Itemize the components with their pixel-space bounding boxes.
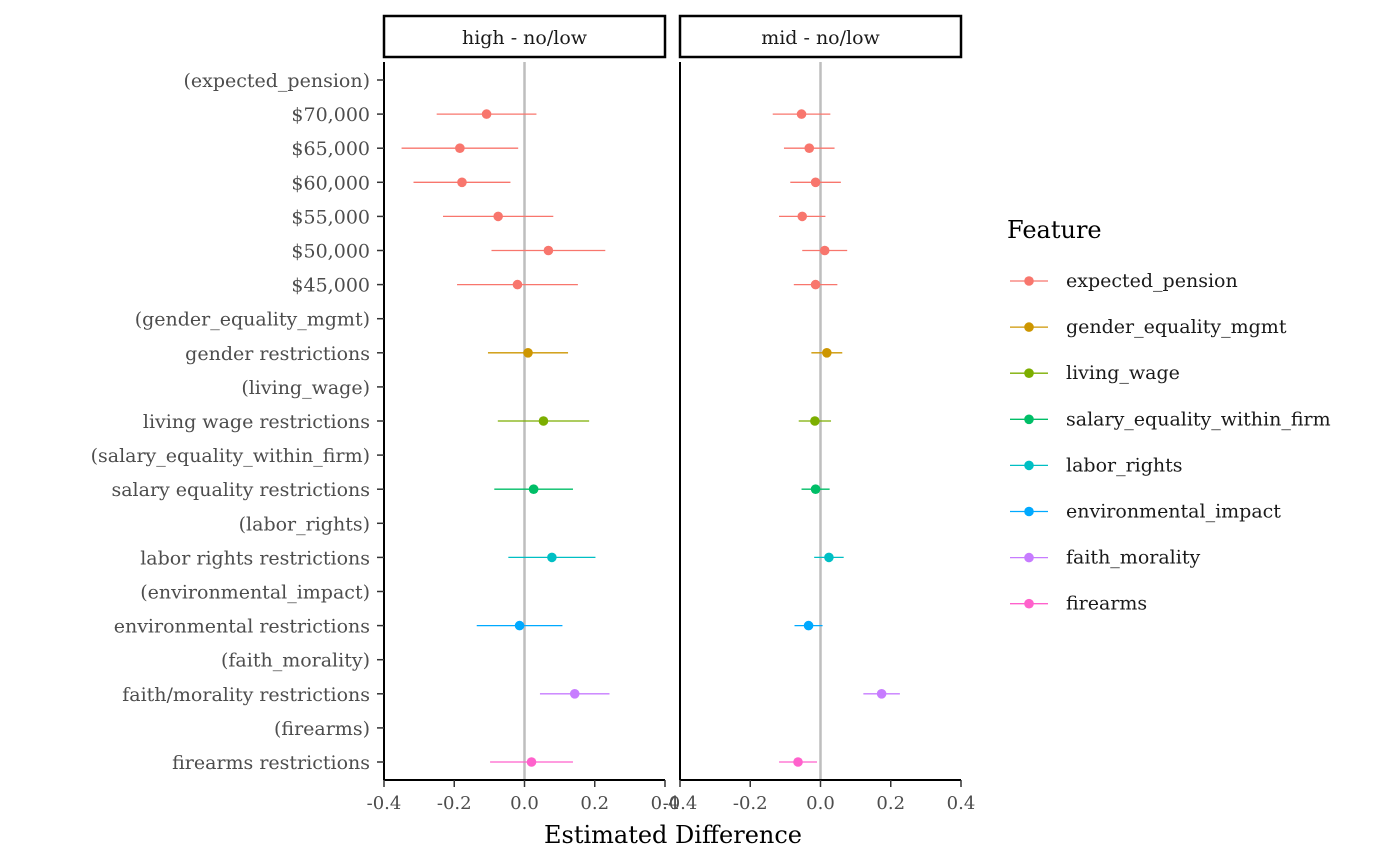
estimate-point [523, 348, 533, 358]
estimate-point [824, 552, 834, 563]
y-tick-label: environmental restrictions [114, 616, 370, 638]
x-tick-label: 0.2 [580, 793, 609, 814]
x-tick-label: 0.4 [947, 793, 976, 814]
estimate-point [493, 211, 503, 222]
estimate-point [547, 552, 557, 563]
panel-1: high - no/low -0.4 -0.2 0.0 0.2 0.4 [367, 14, 680, 814]
estimate-point [569, 689, 580, 699]
estimate-point [528, 484, 539, 495]
estimate-point [526, 757, 537, 767]
x-tick-label: 0.2 [876, 793, 905, 814]
estimate-point [876, 689, 887, 699]
estimate-point [543, 245, 554, 256]
legend-label: expected_pension [1066, 270, 1238, 292]
facet-strip [382, 14, 667, 59]
y-tick-label: $50,000 [291, 241, 370, 263]
y-tick-label: salary equality restrictions [111, 479, 370, 501]
estimate-point [481, 109, 492, 119]
y-tick-label: (expected_pension) [183, 70, 370, 92]
y-tick-label: (firearms) [274, 718, 370, 740]
legend-key-point [1024, 598, 1034, 609]
x-axis-title: Estimated Difference [544, 821, 802, 849]
estimate-point [810, 279, 821, 290]
estimate-point [810, 484, 821, 495]
legend: Feature expected_pension gender_equality_… [1007, 216, 1331, 615]
y-tick-label: (environmental_impact) [140, 582, 370, 604]
facet-strip-label: mid - no/low [761, 27, 880, 49]
y-tick-label: gender restrictions [185, 343, 370, 365]
y-tick-label: (faith_morality) [221, 650, 370, 672]
y-tick-label: (labor_rights) [239, 513, 370, 535]
estimate-point [822, 348, 832, 358]
y-tick-label: (living_wage) [241, 377, 370, 399]
y-tick-label: $45,000 [291, 275, 370, 297]
estimate-point [514, 620, 525, 631]
legend-title: Feature [1007, 216, 1102, 244]
estimate-point [819, 245, 830, 256]
legend-label: firearms [1066, 593, 1147, 615]
x-tick-label: 0.0 [510, 793, 539, 814]
y-tick-label: faith/morality restrictions [122, 684, 370, 706]
legend-key-point [1024, 368, 1034, 379]
x-tick-label: -0.4 [663, 793, 698, 814]
estimate-point [538, 416, 549, 426]
y-tick-label: $60,000 [291, 172, 370, 194]
estimate-point [793, 757, 803, 767]
legend-key-point [1024, 460, 1034, 471]
estimate-point [512, 279, 523, 290]
legend-label: salary_equality_within_firm [1066, 408, 1331, 430]
y-tick-label: $55,000 [291, 206, 370, 228]
facet-strip [678, 14, 963, 59]
legend-label: labor_rights [1066, 454, 1183, 476]
y-tick-label: $65,000 [291, 138, 370, 160]
legend-key-point [1024, 322, 1034, 332]
legend-label: living_wage [1066, 362, 1180, 384]
estimate-point [804, 143, 815, 153]
legend-key-point [1024, 276, 1034, 286]
legend-key-point [1024, 414, 1034, 425]
x-tick-label: -0.2 [733, 793, 768, 814]
legend-label: gender_equality_mgmt [1066, 316, 1287, 338]
estimate-point [803, 620, 814, 631]
x-tick-label: 0.0 [806, 793, 835, 814]
y-tick-label: $70,000 [291, 104, 370, 126]
legend-label: faith_morality [1066, 547, 1200, 569]
y-axis: (expected_pension) $70,000 $65,000 $60,000 $… [91, 70, 384, 774]
legend-key-point [1024, 552, 1034, 563]
y-tick-label: firearms restrictions [172, 752, 370, 774]
estimate-point [457, 177, 467, 188]
estimate-point [455, 143, 465, 153]
estimate-point [796, 109, 807, 119]
legend-label: environmental_impact [1066, 501, 1281, 523]
legend-key-point [1024, 506, 1034, 517]
y-tick-label: (salary_equality_within_firm) [91, 445, 370, 467]
estimate-point [797, 211, 808, 222]
facet-strip-label: high - no/low [462, 27, 588, 49]
y-tick-label: living wage restrictions [143, 411, 370, 433]
y-tick-label: labor rights restrictions [140, 547, 370, 569]
estimate-point [810, 177, 821, 188]
x-tick-label: 0.4 [651, 793, 680, 814]
y-tick-label: (gender_equality_mgmt) [135, 309, 370, 331]
estimate-point [810, 416, 820, 426]
x-tick-label: -0.2 [437, 793, 472, 814]
x-tick-label: -0.4 [367, 793, 402, 814]
panel-2: mid - no/low -0.4 -0.2 0.0 0.2 0.4 [663, 14, 976, 814]
